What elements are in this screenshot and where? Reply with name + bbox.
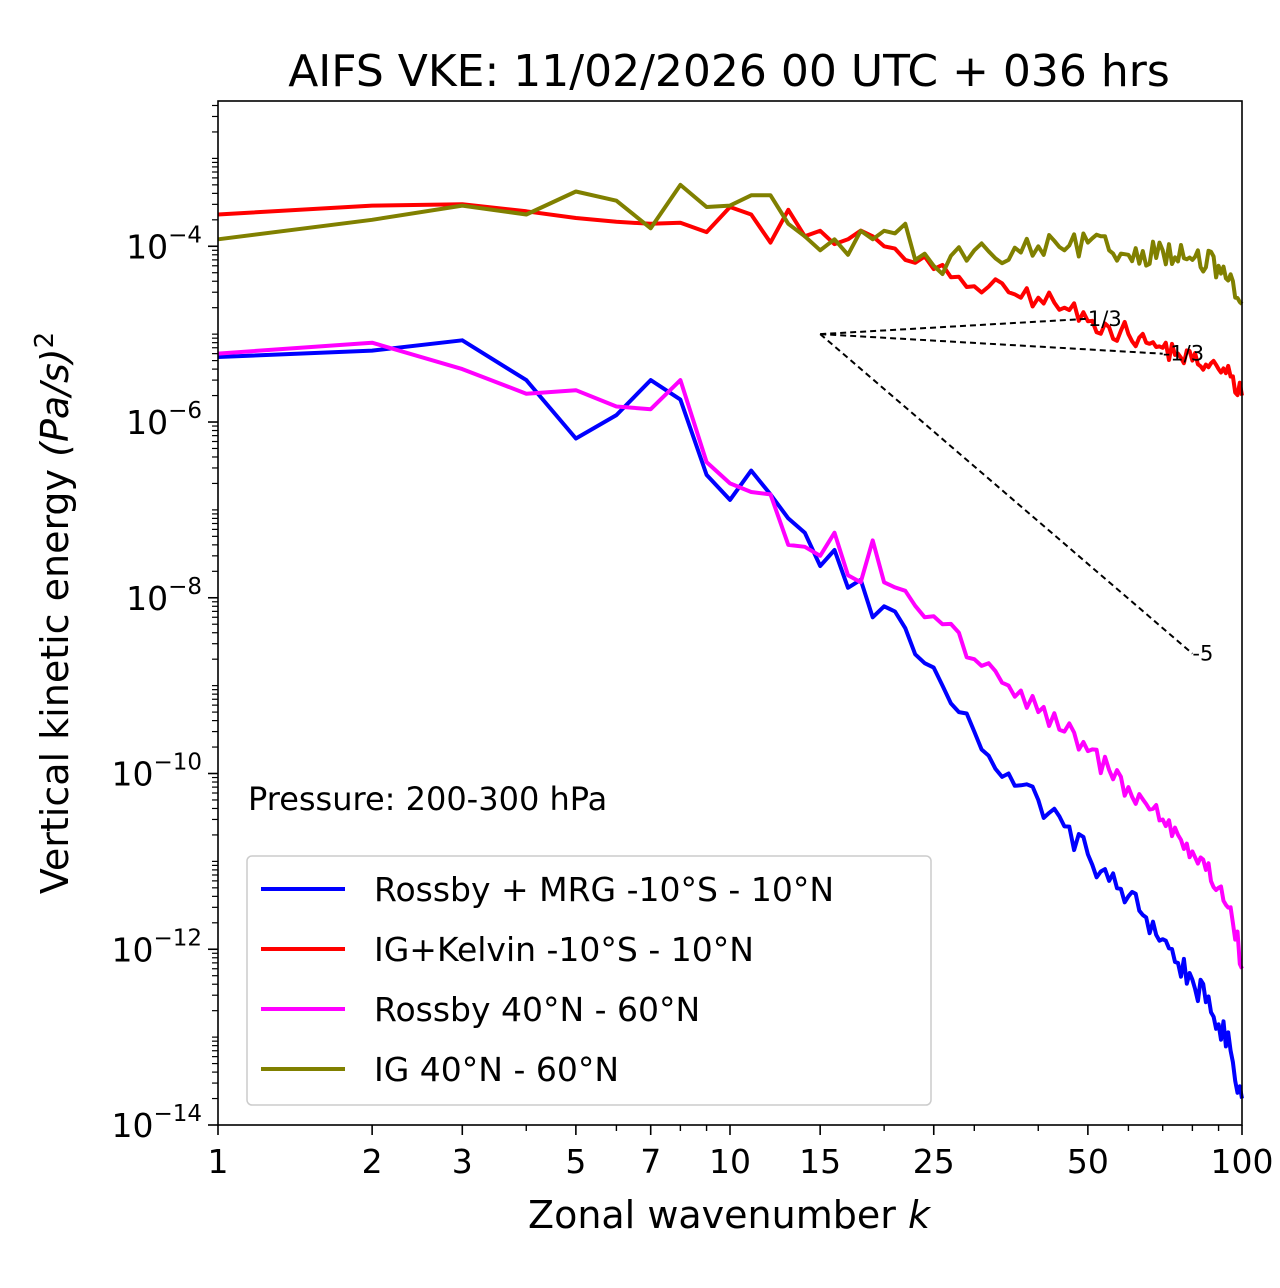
reference-label-2: -1/3	[1163, 342, 1204, 366]
reference-lines-layer: 1/3 -1/3 -5	[819, 307, 1213, 666]
series-line-3	[217, 340, 1244, 970]
y-tick-label: 10−14	[111, 1101, 202, 1145]
x-axis-label-text: Zonal wavenumber	[528, 1193, 896, 1237]
y-tick-label: 10−12	[111, 925, 202, 969]
reference-line-3	[819, 333, 1194, 655]
y-tick-exponent: −10	[153, 750, 202, 776]
chart-title: AIFS VKE: 11/02/2026 00 UTC + 036 hrs	[288, 46, 1170, 97]
x-axis-label-variable: k	[908, 1193, 932, 1237]
x-tick-label: 50	[1067, 1142, 1109, 1181]
y-tick-exponent: −12	[153, 925, 202, 951]
x-axis-label: Zonal wavenumber k	[528, 1193, 932, 1237]
y-tick-label: 10−10	[111, 750, 202, 794]
reference-line-2	[820, 333, 1163, 355]
reference-label-1: 1/3	[1088, 307, 1122, 331]
legend-label-1: Rossby + MRG -10°S - 10°N	[374, 870, 834, 909]
x-tick-label: 15	[799, 1142, 841, 1181]
y-tick-base: 10	[111, 1106, 153, 1145]
y-tick-label: 10−4	[126, 222, 202, 266]
y-tick-base: 10	[126, 227, 168, 266]
series-line-1	[217, 338, 1244, 1099]
y-axis-label: Vertical kinetic energy (Pa/s)2	[30, 332, 77, 894]
series-line-2	[217, 202, 1244, 398]
y-tick-exponent: −8	[168, 574, 202, 600]
series-layer	[217, 182, 1244, 1099]
x-axis: 1 2 3 5 7 10 15 25 50 100	[208, 1125, 1274, 1181]
x-tick-label: 1	[208, 1142, 229, 1181]
legend-label-2: IG+Kelvin -10°S - 10°N	[374, 930, 754, 969]
y-tick-exponent: −4	[168, 222, 202, 248]
y-axis-label-text: Vertical kinetic energy	[33, 469, 77, 894]
y-tick-base: 10	[126, 579, 168, 618]
legend: Rossby + MRG -10°S - 10°N IG+Kelvin -10°S…	[246, 855, 932, 1106]
x-tick-label: 10	[709, 1142, 751, 1181]
reference-label-3: -5	[1192, 642, 1213, 666]
y-axis-label-power: 2	[30, 332, 60, 349]
x-tick-label: 100	[1211, 1142, 1274, 1181]
legend-label-3: Rossby 40°N - 60°N	[374, 990, 700, 1029]
pressure-annotation: Pressure: 200-300 hPa	[248, 780, 607, 818]
x-tick-label: 2	[362, 1142, 383, 1181]
x-tick-label: 3	[452, 1142, 473, 1181]
y-tick-label: 10−8	[126, 574, 202, 618]
x-tick-label: 25	[913, 1142, 955, 1181]
y-tick-base: 10	[126, 403, 168, 442]
legend-items: Rossby + MRG -10°S - 10°N IG+Kelvin -10°S…	[261, 870, 834, 1089]
reference-line-1	[820, 317, 1088, 336]
legend-box	[246, 855, 932, 1106]
x-tick-label: 5	[565, 1142, 586, 1181]
y-tick-base: 10	[111, 755, 153, 794]
y-tick-label: 10−6	[126, 398, 202, 442]
y-tick-base: 10	[111, 930, 153, 969]
legend-label-4: IG 40°N - 60°N	[374, 1050, 619, 1089]
series-line-4	[217, 182, 1244, 306]
y-tick-exponent: −6	[168, 398, 202, 424]
y-tick-exponent: −14	[153, 1101, 202, 1127]
x-tick-label: 7	[640, 1142, 661, 1181]
y-axis-label-units: (Pa/s)	[33, 348, 77, 456]
